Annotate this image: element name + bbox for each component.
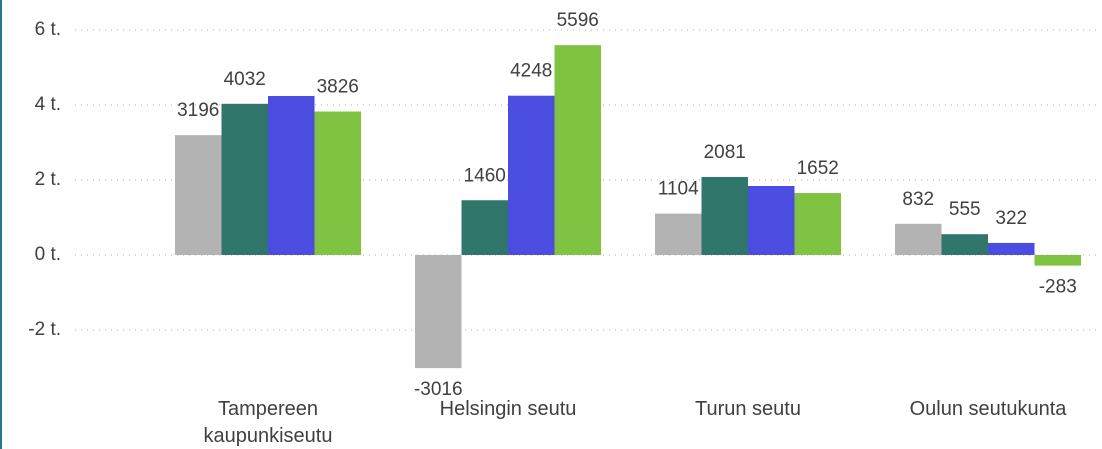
x-tick-label: Helsingin seutu	[439, 398, 577, 420]
y-tick-label: 4 t.	[35, 94, 61, 115]
data-label: 1104	[658, 179, 699, 200]
data-label: -283	[1039, 277, 1077, 298]
data-label: 322	[995, 208, 1027, 229]
y-tick-label: 0 t.	[35, 244, 61, 265]
data-label: 832	[902, 189, 934, 210]
y-tick-label: 2 t.	[35, 169, 61, 190]
bar	[221, 103, 268, 255]
bar	[508, 95, 555, 255]
bar	[461, 200, 508, 255]
data-label: 2081	[704, 142, 746, 163]
bar	[748, 186, 795, 255]
bar	[895, 223, 942, 255]
data-label: -3016	[414, 379, 463, 400]
data-label: 555	[949, 199, 981, 220]
data-label: 4248	[510, 61, 552, 82]
data-label: 1460	[464, 165, 506, 186]
bar	[314, 111, 361, 256]
y-tick-label: 6 t.	[35, 19, 61, 40]
bar	[1034, 255, 1081, 266]
data-label: 3826	[317, 77, 359, 98]
x-tick-label: Tampereen kaupunkiseutu	[203, 398, 333, 447]
edge-bar	[0, 0, 2, 449]
bar	[655, 213, 702, 255]
y-tick-label: -2 t.	[28, 319, 61, 340]
bar	[415, 255, 462, 369]
data-label: 4032	[224, 69, 266, 90]
data-label: 3196	[177, 100, 219, 121]
bar	[701, 176, 748, 255]
x-tick-label: Turun seutu	[695, 398, 801, 420]
bar	[988, 242, 1035, 255]
data-label: 1652	[797, 158, 839, 179]
x-tick-label: Oulun seutukunta	[909, 398, 1067, 420]
bar	[554, 45, 601, 256]
data-label: 5596	[557, 10, 599, 31]
bar	[175, 135, 222, 255]
bar	[794, 193, 841, 255]
bar	[941, 234, 988, 255]
bar	[268, 96, 315, 255]
